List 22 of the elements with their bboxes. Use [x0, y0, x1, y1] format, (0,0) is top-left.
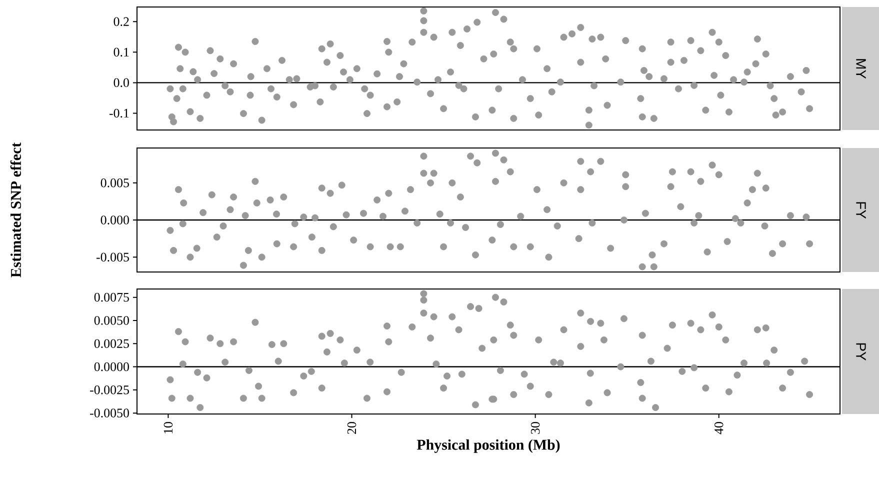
y-tick-label: 0.0025: [94, 339, 129, 348]
y-tick-label: 0.1: [114, 48, 129, 57]
y2-axis-title: FY: [856, 202, 866, 219]
y-tick-label: 0.2: [114, 17, 129, 26]
y-tick-label: 0.000: [100, 216, 129, 224]
x-tick-label: 10: [164, 422, 173, 434]
x-tick-label: 40: [714, 422, 724, 434]
y-tick-label: 0.0: [114, 78, 129, 88]
x-axis-title: Physical position (Mb): [416, 439, 560, 453]
x-tick-label: 20: [347, 422, 356, 434]
x-tick-label: 30: [530, 422, 540, 434]
y-tick-label: -0.1: [109, 108, 129, 118]
y-tick-label: 0.0000: [94, 362, 129, 372]
y-tick-label: -0.0025: [90, 386, 129, 394]
y-axis-title: Estimated SNP effect: [10, 142, 21, 278]
y2-axis-title: MY: [856, 59, 866, 79]
y-tick-label: -0.005: [96, 252, 129, 262]
y-tick-label: 0.0050: [94, 316, 129, 325]
y-tick-label: 0.005: [100, 178, 129, 188]
y2-axis-title: PY: [856, 343, 866, 360]
y-tick-label: -0.0050: [90, 408, 129, 418]
y-tick-label: 0.0075: [94, 292, 129, 302]
